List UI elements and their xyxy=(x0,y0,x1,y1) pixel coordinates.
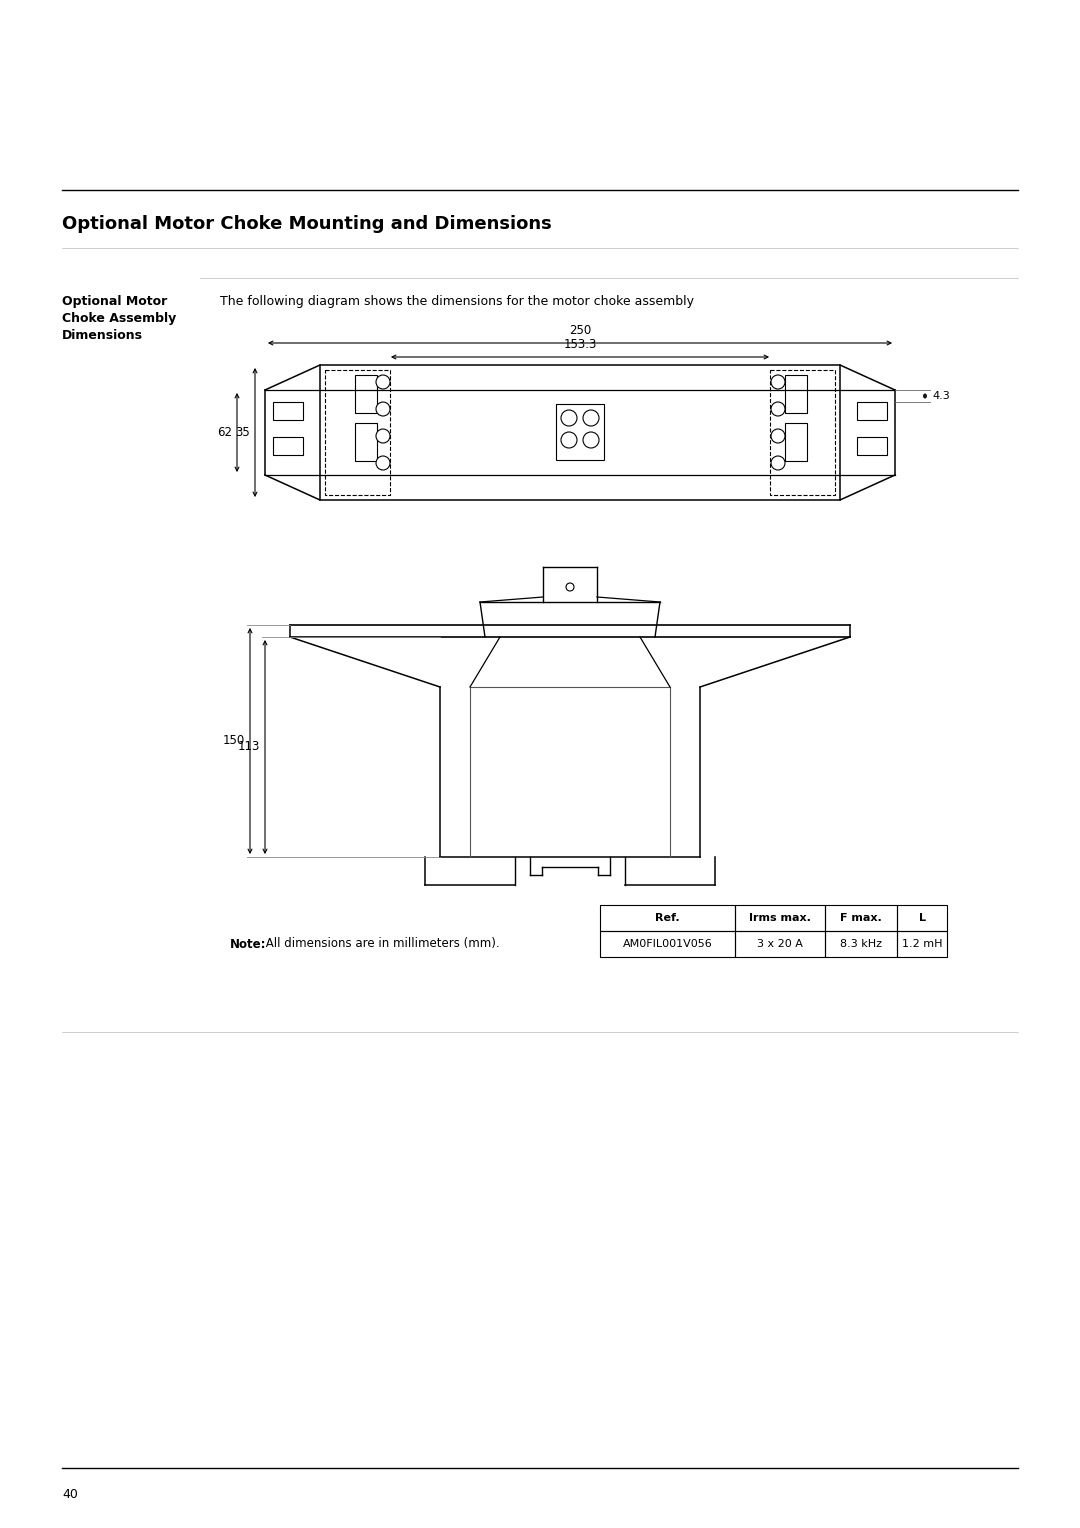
Text: 153.3: 153.3 xyxy=(564,338,596,351)
Text: All dimensions are in millimeters (mm).: All dimensions are in millimeters (mm). xyxy=(262,938,500,950)
Text: 62: 62 xyxy=(217,426,232,439)
Circle shape xyxy=(583,410,599,426)
Bar xyxy=(600,905,735,931)
Bar xyxy=(735,905,825,931)
Bar xyxy=(825,931,897,957)
Text: 250: 250 xyxy=(569,324,591,338)
Text: 40: 40 xyxy=(62,1488,78,1500)
Text: 1.2 mH: 1.2 mH xyxy=(902,940,942,949)
Text: 3 x 20 A: 3 x 20 A xyxy=(757,940,802,949)
Bar xyxy=(858,437,887,455)
Bar xyxy=(897,931,947,957)
Circle shape xyxy=(376,402,390,416)
Circle shape xyxy=(376,429,390,443)
Bar xyxy=(770,370,835,495)
Bar xyxy=(735,931,825,957)
Text: L: L xyxy=(918,914,926,923)
Text: Optional Motor Choke Mounting and Dimensions: Optional Motor Choke Mounting and Dimens… xyxy=(62,215,552,232)
Text: Note:: Note: xyxy=(230,938,267,950)
Circle shape xyxy=(376,455,390,471)
Text: Ref.: Ref. xyxy=(656,914,679,923)
Circle shape xyxy=(771,429,785,443)
Text: 4.3: 4.3 xyxy=(932,391,949,400)
Text: F max.: F max. xyxy=(840,914,882,923)
Bar xyxy=(556,403,604,460)
Bar xyxy=(785,423,807,461)
Bar xyxy=(897,905,947,931)
Bar xyxy=(273,402,303,420)
Bar xyxy=(320,365,840,500)
Circle shape xyxy=(566,584,573,591)
Circle shape xyxy=(771,374,785,390)
Text: Irms max.: Irms max. xyxy=(750,914,811,923)
Bar xyxy=(355,423,377,461)
Text: AM0FIL001V056: AM0FIL001V056 xyxy=(623,940,713,949)
Circle shape xyxy=(771,455,785,471)
Circle shape xyxy=(561,432,577,448)
Text: 113: 113 xyxy=(238,741,260,753)
Text: 150: 150 xyxy=(222,735,245,747)
Bar xyxy=(858,402,887,420)
Bar xyxy=(273,437,303,455)
Bar xyxy=(325,370,390,495)
Circle shape xyxy=(583,432,599,448)
Circle shape xyxy=(561,410,577,426)
Text: 8.3 kHz: 8.3 kHz xyxy=(840,940,882,949)
Circle shape xyxy=(771,402,785,416)
Text: Optional Motor
Choke Assembly
Dimensions: Optional Motor Choke Assembly Dimensions xyxy=(62,295,176,342)
Bar xyxy=(355,374,377,413)
Bar xyxy=(825,905,897,931)
Bar xyxy=(600,931,735,957)
Text: 35: 35 xyxy=(235,426,249,439)
Circle shape xyxy=(376,374,390,390)
Text: The following diagram shows the dimensions for the motor choke assembly: The following diagram shows the dimensio… xyxy=(220,295,694,309)
Bar xyxy=(785,374,807,413)
